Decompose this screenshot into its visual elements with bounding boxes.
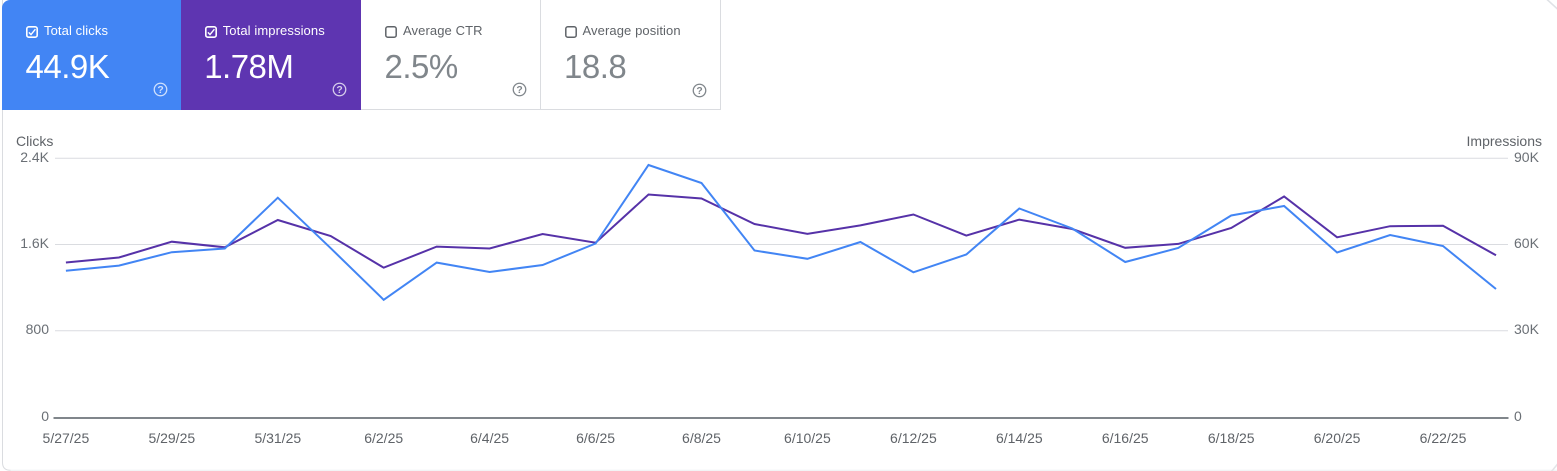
svg-text:?: ?	[157, 85, 163, 96]
svg-text:?: ?	[337, 85, 343, 96]
svg-text:?: ?	[696, 86, 702, 97]
svg-text:?: ?	[517, 85, 523, 96]
